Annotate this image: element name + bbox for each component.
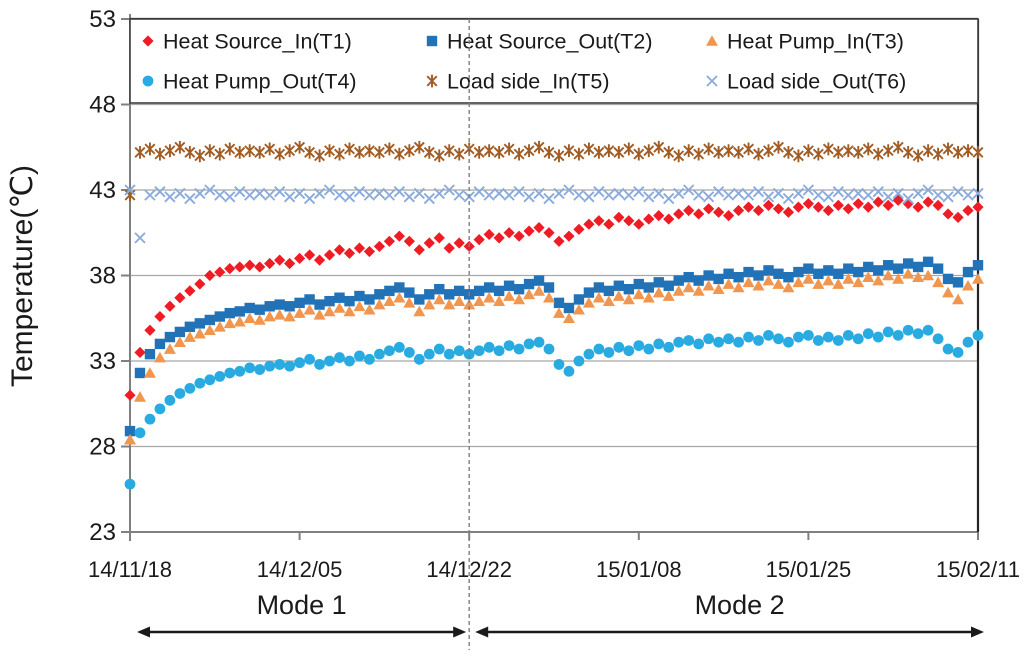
legend-item-t1: Heat Source_In(T1): [142, 30, 352, 54]
diamond-marker-icon: [142, 35, 154, 47]
arrowhead-left-icon: [475, 626, 489, 638]
x-tick-label: 14/12/22: [426, 557, 512, 582]
legend-item-t5: Load side_In(T5): [426, 70, 610, 94]
triangle-marker-icon: [706, 35, 718, 46]
x-tick-labels: 14/11/18 14/12/05 14/12/22 15/01/08 15/01/25…: [88, 557, 1020, 582]
arrowhead-right-icon: [453, 626, 467, 638]
legend: Heat Source_In(T1) Heat Source_Out(T2) Hea…: [129, 18, 979, 104]
legend-item-t2: Heat Source_Out(T2): [426, 30, 653, 54]
series-t1-points: [124, 194, 984, 401]
y-tick-label: 53: [89, 6, 116, 33]
legend-label-t6: Load side_Out(T6): [727, 70, 906, 94]
series-t5-points: [124, 140, 984, 202]
y-tick-label: 33: [89, 348, 116, 375]
y-tick-labels: 23 28 33 38 43 48 53: [89, 6, 116, 546]
series-t4-points: [124, 324, 984, 490]
x-tick-label: 14/11/18: [88, 557, 172, 582]
circle-marker-icon: [142, 75, 154, 87]
arrowhead-right-icon: [971, 626, 984, 638]
legend-label-t1: Heat Source_In(T1): [163, 30, 352, 54]
legend-item-t4: Heat Pump_Out(T4): [142, 70, 357, 94]
arrowhead-left-icon: [137, 626, 150, 638]
y-tick-label: 38: [89, 263, 116, 290]
legend-label-t3: Heat Pump_In(T3): [727, 30, 904, 54]
x-tick-label: 14/12/05: [257, 557, 343, 582]
y-tick-label: 23: [89, 519, 116, 546]
x-tick-label: 15/02/11: [936, 557, 1020, 582]
legend-item-t6: Load side_Out(T6): [706, 70, 906, 94]
y-tick-label: 48: [89, 92, 116, 119]
legend-item-t3: Heat Pump_In(T3): [706, 30, 904, 54]
y-axis-title: Temperature(℃): [6, 165, 39, 387]
mode-1-annotation: Mode 1: [137, 590, 467, 638]
mode-2-annotation: Mode 2: [475, 590, 984, 638]
x-tick-label: 15/01/25: [766, 557, 852, 582]
y-tick-label: 28: [89, 434, 116, 461]
mode-2-label: Mode 2: [695, 590, 785, 620]
legend-label-t4: Heat Pump_Out(T4): [163, 70, 357, 94]
star-marker-icon: [426, 74, 438, 88]
x-marker-icon: [706, 75, 718, 87]
x-tick-label: 15/01/08: [596, 557, 682, 582]
square-marker-icon: [426, 35, 438, 47]
series-t3-points: [124, 267, 984, 445]
series-t6-points: [124, 184, 984, 244]
mode-1-label: Mode 1: [257, 590, 347, 620]
series-t2-points: [124, 256, 984, 437]
legend-label-t2: Heat Source_Out(T2): [447, 30, 653, 54]
legend-label-t5: Load side_In(T5): [447, 70, 610, 94]
y-tick-label: 43: [89, 177, 116, 204]
legend-box: [129, 18, 979, 104]
